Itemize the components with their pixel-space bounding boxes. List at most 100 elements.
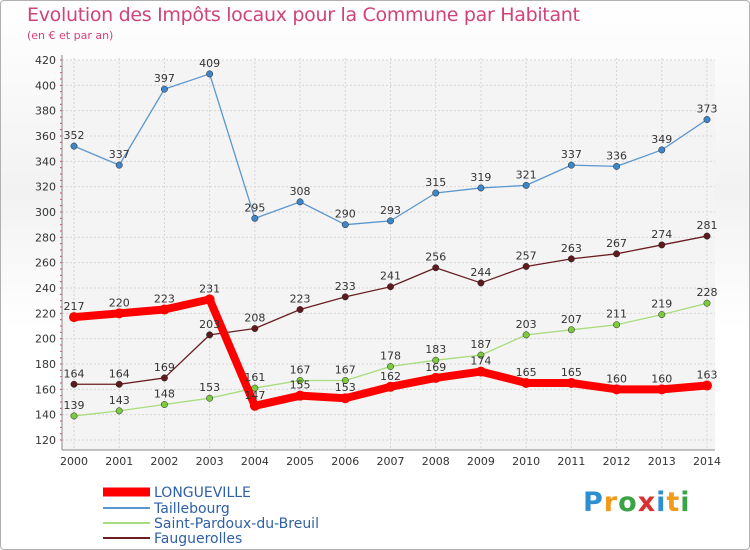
data-point: [703, 232, 711, 240]
data-label: 274: [651, 228, 672, 241]
data-point: [296, 198, 304, 206]
data-point: [249, 400, 260, 411]
data-label: 293: [380, 204, 401, 217]
data-label: 165: [516, 366, 537, 379]
data-label: 148: [154, 388, 175, 401]
data-label: 281: [697, 219, 718, 232]
x-tick-label: 2004: [241, 455, 269, 468]
data-label: 308: [290, 185, 311, 198]
y-tick-label: 280: [35, 231, 56, 244]
y-tick-label: 180: [35, 358, 56, 371]
data-label: 349: [651, 133, 672, 146]
data-point: [251, 325, 259, 332]
data-point: [387, 283, 394, 291]
data-point: [703, 116, 711, 123]
data-label: 315: [425, 176, 446, 189]
data-point: [341, 293, 349, 301]
data-label: 336: [606, 149, 627, 162]
data-label: 167: [290, 363, 311, 376]
data-label: 319: [470, 171, 491, 184]
data-label: 263: [561, 242, 582, 255]
data-point: [477, 279, 485, 287]
data-point: [115, 380, 123, 388]
data-point: [70, 380, 78, 388]
data-point: [432, 189, 440, 197]
data-point: [387, 217, 394, 225]
x-tick-label: 2003: [196, 455, 224, 468]
x-tick-label: 2011: [557, 455, 585, 468]
data-point: [160, 374, 168, 382]
data-label: 178: [380, 350, 401, 363]
data-point: [521, 378, 532, 388]
y-tick-label: 300: [35, 206, 56, 219]
data-label: 174: [470, 355, 491, 368]
x-tick-label: 2005: [286, 455, 314, 468]
data-label: 397: [154, 72, 175, 85]
data-point: [340, 393, 351, 404]
data-label: 231: [199, 282, 220, 295]
legend-label: Taillebourg: [153, 501, 230, 517]
data-label: 203: [199, 318, 220, 331]
data-point: [567, 161, 575, 169]
data-point: [477, 351, 485, 359]
y-tick-label: 400: [35, 79, 56, 92]
data-point: [522, 263, 530, 270]
data-label: 183: [425, 343, 446, 356]
data-point: [70, 142, 78, 150]
chart-subtitle: (en € et par an): [27, 29, 114, 42]
data-label: 295: [244, 201, 265, 214]
data-label: 147: [244, 389, 265, 402]
data-point: [475, 366, 486, 377]
data-label: 187: [470, 338, 491, 351]
data-label: 139: [64, 399, 85, 412]
data-label: 290: [335, 208, 356, 221]
data-label: 153: [199, 381, 220, 394]
data-point: [613, 250, 621, 258]
data-point: [430, 372, 441, 383]
legend-label: Fauguerolles: [154, 531, 242, 547]
data-label: 217: [64, 300, 85, 313]
data-label: 267: [606, 237, 627, 250]
data-label: 241: [380, 270, 401, 283]
data-point: [206, 394, 214, 402]
data-point: [656, 384, 667, 395]
data-point: [567, 326, 575, 334]
legend-label: Saint-Pardoux-du-Breuil: [154, 516, 319, 532]
data-point: [658, 241, 666, 249]
data-label: 223: [290, 293, 311, 306]
y-tick-label: 260: [35, 257, 56, 270]
data-point: [703, 299, 711, 307]
y-tick-label: 420: [35, 54, 56, 67]
data-point: [69, 312, 79, 323]
data-label: 373: [697, 103, 718, 116]
data-point: [115, 407, 123, 415]
data-point: [341, 377, 349, 384]
data-point: [206, 70, 214, 78]
y-tick-label: 320: [35, 181, 56, 194]
data-label: 167: [335, 363, 356, 376]
data-point: [206, 331, 214, 339]
data-point: [658, 146, 666, 154]
x-tick-label: 2009: [467, 455, 495, 468]
y-tick-label: 360: [35, 130, 56, 143]
x-tick-label: 2010: [512, 455, 540, 468]
data-label: 162: [380, 370, 401, 383]
data-label: 211: [606, 308, 627, 321]
data-point: [522, 331, 530, 339]
data-point: [385, 381, 396, 392]
data-label: 256: [425, 251, 446, 264]
data-point: [658, 311, 666, 319]
y-tick-label: 140: [35, 409, 56, 422]
data-label: 161: [244, 371, 265, 384]
y-tick-label: 160: [35, 383, 56, 396]
data-label: 223: [154, 293, 175, 306]
x-tick-label: 2006: [331, 455, 359, 468]
data-point: [613, 321, 621, 329]
data-point: [296, 306, 304, 313]
x-tick-label: 2000: [60, 455, 88, 468]
data-label: 163: [697, 369, 718, 382]
data-point: [387, 363, 394, 370]
data-label: 203: [516, 318, 537, 331]
data-label: 160: [651, 372, 672, 385]
data-point: [522, 181, 530, 189]
